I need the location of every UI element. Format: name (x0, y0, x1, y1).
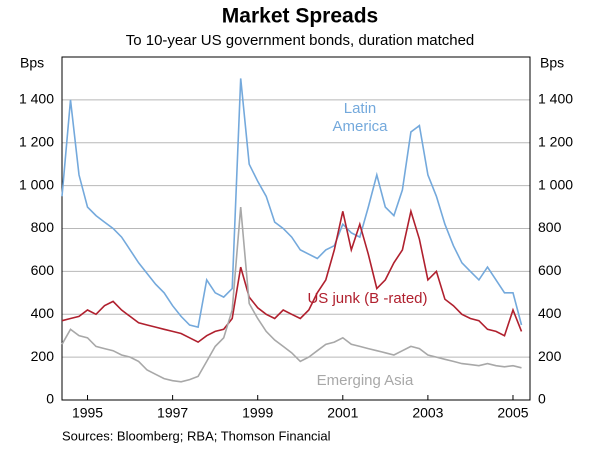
y2-tick-label: 0 (538, 391, 546, 407)
y-tick-label: 200 (31, 348, 55, 364)
x-tick-label: 2005 (497, 405, 528, 421)
plot-frame (61, 56, 531, 401)
chart-subtitle: To 10-year US government bonds, duration… (126, 32, 475, 49)
y-tick-label: 600 (31, 262, 55, 278)
y-axis-label: Bps (20, 55, 44, 71)
y-tick-label: 0 (46, 391, 54, 407)
chart-title: Market Spreads (222, 5, 378, 28)
source-note: Sources: Bloomberg; RBA; Thomson Financi… (62, 428, 331, 443)
line-series (61, 207, 522, 383)
y2-tick-label: 1 200 (538, 133, 573, 149)
x-tick-label: 1997 (157, 405, 188, 421)
x-tick-label: 2003 (412, 405, 443, 421)
series-label: Emerging Asia (316, 372, 414, 389)
y2-axis-label: Bps (540, 55, 564, 71)
series-label: Latin America (332, 100, 388, 135)
x-tick-label: 1995 (72, 405, 103, 421)
y2-tick-label: 200 (538, 348, 562, 364)
series-label: US junk (B -rated) (307, 290, 428, 307)
x-tick-label: 1999 (242, 405, 273, 421)
y2-tick-label: 1 400 (538, 91, 573, 107)
y2-tick-label: 1 000 (538, 176, 573, 192)
y2-tick-label: 400 (538, 305, 562, 321)
y2-tick-label: 600 (538, 262, 562, 278)
line-series (61, 208, 523, 344)
y-tick-label: 400 (31, 305, 55, 321)
x-tick-label: 2001 (327, 405, 358, 421)
y-tick-label: 1 200 (19, 133, 54, 149)
y2-tick-label: 800 (538, 219, 562, 235)
y-tick-label: 800 (31, 219, 55, 235)
line-series (61, 78, 523, 329)
y-tick-label: 1 400 (19, 91, 54, 107)
y-tick-label: 1 000 (19, 176, 54, 192)
